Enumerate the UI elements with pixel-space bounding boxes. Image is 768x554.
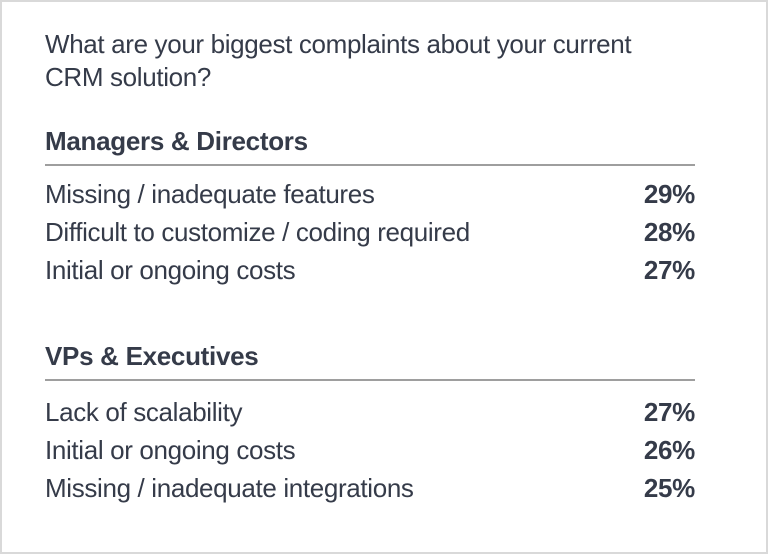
stat-row: Lack of scalability 27% [45, 393, 695, 431]
section-heading: VPs & Executives [45, 341, 259, 371]
stat-row: Missing / inadequate features 29% [45, 175, 695, 213]
stat-row: Difficult to customize / coding required… [45, 213, 695, 251]
stat-label: Missing / inadequate integrations [45, 472, 414, 503]
section-vps-executives: VPs & Executives Lack of scalability 27%… [45, 341, 695, 507]
stat-value: 27% [643, 254, 695, 285]
stat-label: Initial or ongoing costs [45, 434, 296, 465]
section-divider [45, 379, 695, 381]
stat-rows: Missing / inadequate features 29% Diffic… [45, 175, 695, 289]
stat-row: Initial or ongoing costs 26% [45, 431, 695, 469]
section-managers-directors: Managers & Directors Missing / inadequat… [45, 126, 695, 289]
stat-row: Initial or ongoing costs 27% [45, 251, 695, 289]
stat-label: Lack of scalability [45, 396, 243, 427]
section-divider [45, 164, 695, 166]
stat-value: 27% [643, 396, 695, 427]
stat-rows: Lack of scalability 27% Initial or ongoi… [45, 393, 695, 507]
stat-row: Missing / inadequate integrations 25% [45, 469, 695, 507]
stat-label: Missing / inadequate features [45, 178, 375, 209]
section-heading: Managers & Directors [45, 126, 308, 156]
stat-value: 25% [643, 472, 695, 503]
stat-value: 28% [643, 216, 695, 247]
stat-label: Initial or ongoing costs [45, 254, 296, 285]
stat-value: 26% [643, 434, 695, 465]
stat-value: 29% [643, 178, 695, 209]
stat-label: Difficult to customize / coding required [45, 216, 470, 247]
survey-title: What are your biggest complaints about y… [45, 29, 632, 92]
